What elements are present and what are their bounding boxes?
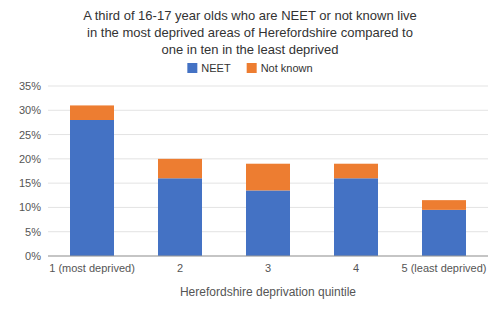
x-tick-label: 5 (least deprived)	[402, 262, 487, 274]
bar	[422, 210, 466, 256]
legend-item: Not known	[247, 62, 313, 74]
grid-line	[48, 256, 488, 257]
x-axis-label: Herefordshire deprivation quintile	[180, 285, 356, 299]
x-tick-label: 3	[265, 262, 271, 274]
x-tick-label: 1 (most deprived)	[49, 262, 135, 274]
y-tick-label: 15%	[19, 177, 41, 189]
x-tick-label: 2	[177, 262, 183, 274]
y-tick-label: 35%	[19, 80, 41, 92]
bar	[246, 190, 290, 256]
bar	[246, 164, 290, 191]
y-tick-label: 10%	[19, 201, 41, 213]
bar	[158, 178, 202, 256]
y-tick-label: 5%	[25, 226, 41, 238]
legend-label: Not known	[261, 62, 313, 74]
title-line: one in ten in the least deprived	[161, 42, 338, 57]
title-line: A third of 16-17 year olds who are NEET …	[83, 8, 417, 23]
legend-swatch	[187, 63, 197, 73]
x-axis-line	[48, 256, 488, 257]
chart-container: A third of 16-17 year olds who are NEET …	[0, 0, 500, 314]
chart-svg: A third of 16-17 year olds who are NEET …	[0, 0, 500, 314]
y-tick-label: 30%	[19, 104, 41, 116]
grid	[48, 86, 488, 256]
bar	[422, 200, 466, 210]
bar	[70, 120, 114, 256]
title: A third of 16-17 year olds who are NEET …	[83, 8, 417, 57]
y-tick-label: 20%	[19, 153, 41, 165]
legend-label: NEET	[201, 62, 231, 74]
bar	[334, 164, 378, 179]
x-tick-label: 4	[353, 262, 359, 274]
legend: NEET Not known	[187, 62, 312, 74]
y-tick-label: 0%	[25, 250, 41, 262]
bar	[70, 105, 114, 120]
legend-swatch	[247, 63, 257, 73]
background	[0, 0, 500, 314]
bars	[70, 105, 466, 256]
title-line: in the most deprived areas of Herefordsh…	[87, 25, 413, 40]
legend-item: NEET	[187, 62, 231, 74]
bar	[334, 178, 378, 256]
grid-line	[48, 86, 488, 87]
bar	[158, 159, 202, 178]
y-tick-label: 25%	[19, 129, 41, 141]
